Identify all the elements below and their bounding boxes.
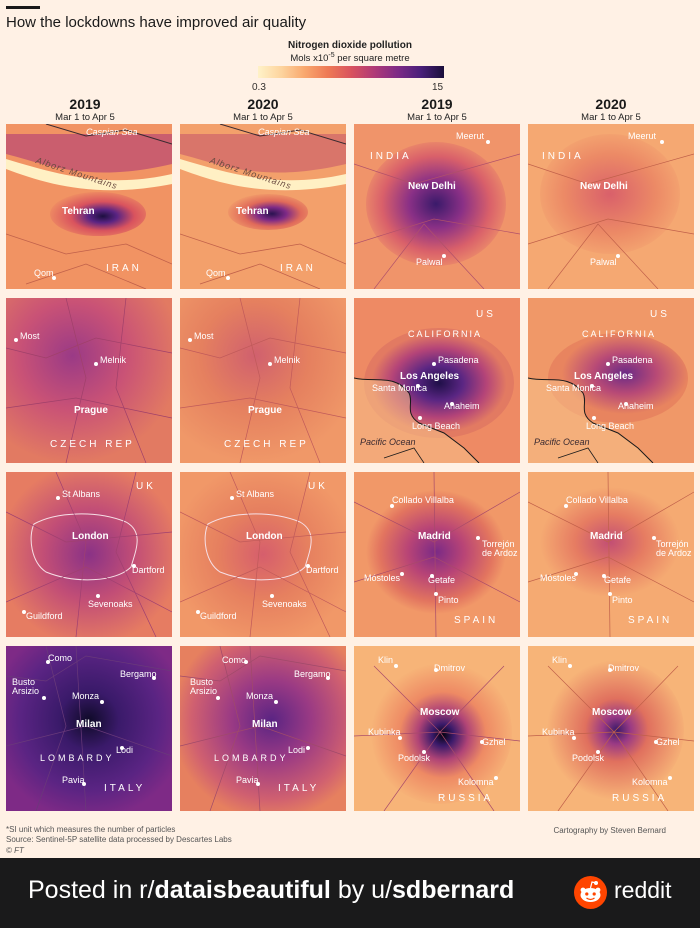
map-prague-2019: Most Melnik Prague CZECH REP [6, 298, 172, 463]
legend-color-scale [258, 66, 444, 78]
reddit-footer: Posted in r/dataisbeautiful by u/sdberna… [0, 858, 700, 928]
column-header-4: 2020 Mar 1 to Apr 5 [581, 96, 641, 123]
map-milan-2019: Como Bergamo Busto Arsizio Monza Milan L… [6, 646, 172, 811]
legend-min: 0.3 [252, 82, 266, 93]
column-header-1: 2019 Mar 1 to Apr 5 [55, 96, 115, 123]
legend-title: Nitrogen dioxide pollution [288, 40, 412, 51]
page-title: How the lockdowns have improved air qual… [6, 14, 307, 31]
column-header-3: 2019 Mar 1 to Apr 5 [407, 96, 467, 123]
map-la-2019: US CALIFORNIA Pasadena Los Angeles Santa… [354, 298, 520, 463]
cartography-credit: Cartography by Steven Bernard [553, 826, 666, 835]
map-prague-2020: Most Melnik Prague CZECH REP [180, 298, 346, 463]
map-london-2019: UK St Albans London Dartford Sevenoaks G… [6, 472, 172, 637]
map-moscow-2019: Klin Dmitrov Moscow Kubinka Gzhel Podols… [354, 646, 520, 811]
header-rule [6, 6, 40, 9]
map-milan-2020: Como Bergamo Busto Arsizio Monza Milan L… [180, 646, 346, 811]
legend-max: 15 [432, 82, 444, 93]
footnote-source: Source: Sentinel-5P satellite data proce… [6, 835, 232, 845]
map-delhi-2019: Meerut INDIA New Delhi Palwal [354, 124, 520, 289]
map-madrid-2019: Collado Villalba Madrid Torrejón de Ardo… [354, 472, 520, 637]
map-tehran-2019: Caspian Sea Alborz Mountains Tehran Qom … [6, 124, 172, 289]
column-header-2: 2020 Mar 1 to Apr 5 [233, 96, 293, 123]
map-la-2020: US CALIFORNIA Pasadena Los Angeles Santa… [528, 298, 694, 463]
legend: Nitrogen dioxide pollution Mols x10-5 pe… [0, 40, 700, 93]
footnote-si: *SI unit which measures the number of pa… [6, 825, 176, 834]
map-delhi-2020: Meerut INDIA New Delhi Palwal [528, 124, 694, 289]
footnote: *SI unit which measures the number of pa… [6, 825, 232, 856]
map-london-2020: UK St Albans London Dartford Sevenoaks G… [180, 472, 346, 637]
map-moscow-2020: Klin Dmitrov Moscow Kubinka Gzhel Podols… [528, 646, 694, 811]
user-link[interactable]: sdbernard [392, 876, 515, 904]
posted-in-text: Posted in r/dataisbeautiful by u/sdberna… [28, 876, 515, 904]
subreddit-link[interactable]: dataisbeautiful [154, 876, 331, 904]
footnote-copyright: © FT [6, 845, 24, 855]
map-madrid-2020: Collado Villalba Madrid Torrejón de Ardo… [528, 472, 694, 637]
reddit-logo-icon [574, 876, 607, 909]
legend-unit: Mols x10-5 per square metre [290, 52, 410, 65]
reddit-wordmark: reddit [614, 877, 672, 903]
map-tehran-2020: Caspian Sea Alborz Mountains Tehran Qom … [180, 124, 346, 289]
